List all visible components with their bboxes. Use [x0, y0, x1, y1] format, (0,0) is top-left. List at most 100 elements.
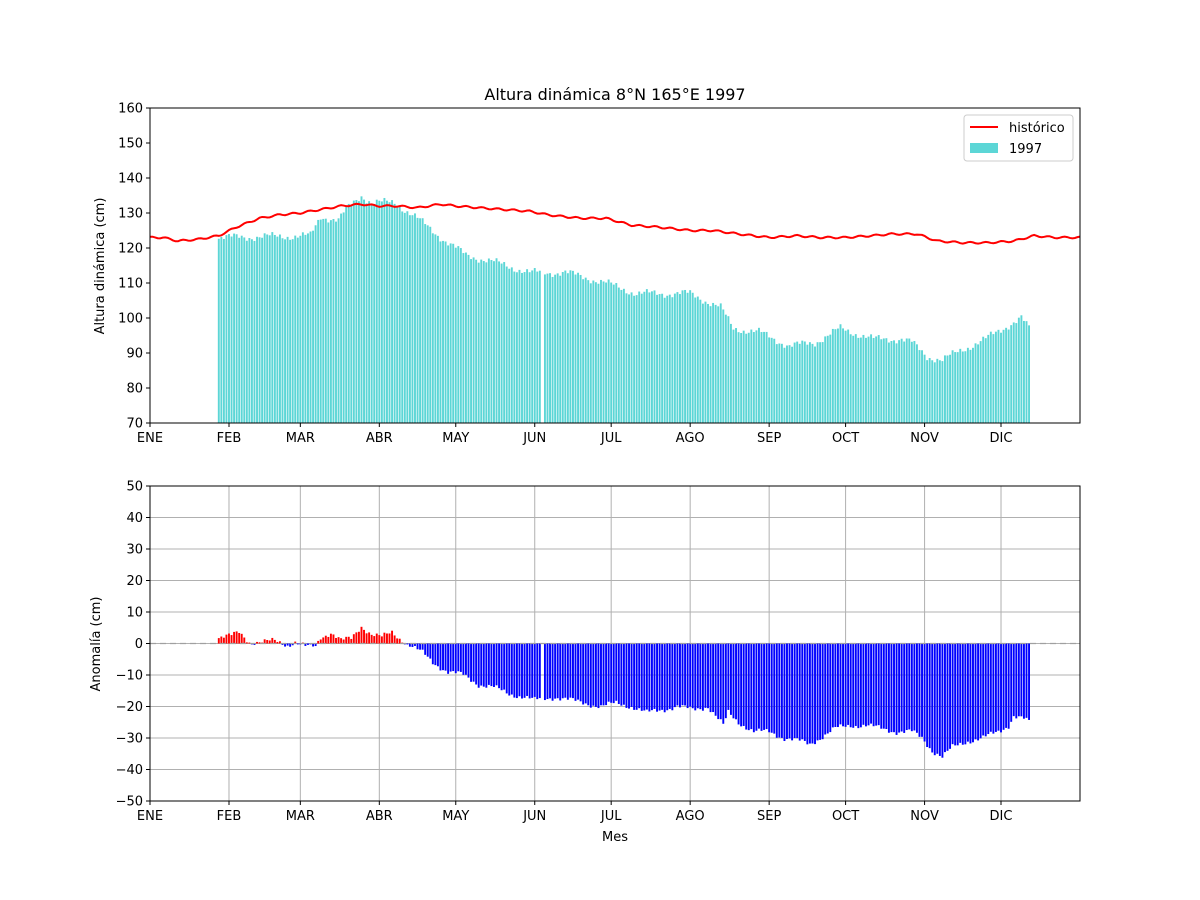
bar-day-153 [536, 271, 539, 423]
bar-day-140 [503, 262, 506, 423]
bar-day-306 [926, 643, 929, 747]
bar-day-31 [225, 235, 228, 423]
bar-day-286 [875, 643, 878, 726]
bar-day-315 [949, 354, 952, 423]
bar-day-89 [373, 204, 376, 423]
bar-day-165 [566, 273, 569, 423]
bar-day-120 [452, 643, 455, 672]
bar-day-205 [668, 294, 671, 423]
bar-day-295 [898, 643, 901, 733]
bar-day-110 [426, 225, 429, 423]
bar-day-80 [350, 205, 353, 423]
bar-day-186 [620, 643, 623, 706]
ytick-label: 0 [135, 637, 143, 652]
bar-day-331 [989, 643, 992, 732]
bar-day-145 [515, 272, 518, 423]
bar-day-250 [783, 643, 786, 742]
bar-day-71 [327, 636, 330, 644]
bar-day-81 [352, 634, 355, 644]
bar-day-125 [464, 252, 467, 423]
bar-day-157 [546, 273, 549, 423]
bar-day-169 [577, 272, 580, 423]
bar-day-236 [747, 332, 750, 423]
bar-day-206 [671, 297, 674, 423]
xtick-label: JUN [522, 431, 546, 446]
bar-day-78 [345, 636, 348, 644]
bar-day-32 [228, 234, 230, 423]
bar-day-134 [487, 643, 490, 685]
bar-day-334 [997, 643, 1000, 731]
bar-day-329 [984, 338, 987, 423]
bar-day-143 [510, 643, 513, 695]
bar-day-149 [526, 269, 529, 423]
bar-day-172 [584, 277, 587, 423]
bar-day-275 [847, 643, 850, 725]
bar-day-162 [559, 275, 562, 423]
bar-day-108 [421, 218, 424, 423]
bar-day-215 [694, 643, 697, 711]
bar-day-237 [750, 329, 753, 423]
bar-day-112 [431, 643, 434, 665]
bar-day-55 [286, 643, 289, 646]
bar-day-120 [452, 243, 455, 423]
ytick-label: 90 [126, 347, 143, 362]
bar-day-293 [893, 643, 895, 733]
bar-day-123 [459, 643, 462, 672]
bar-day-157 [546, 643, 549, 700]
bar-day-114 [436, 643, 439, 667]
bar-day-113 [434, 234, 437, 423]
bar-day-300 [910, 643, 913, 732]
bar-day-105 [414, 643, 416, 646]
bar-day-117 [444, 241, 447, 423]
bar-day-283 [867, 643, 870, 726]
bar-day-195 [643, 291, 646, 423]
bar-day-99 [398, 206, 401, 423]
bar-day-331 [989, 331, 992, 423]
bar-day-204 [666, 295, 669, 423]
bar-day-128 [472, 643, 475, 682]
bar-day-88 [370, 634, 373, 644]
bar-day-210 [681, 643, 684, 706]
bar-day-213 [689, 643, 692, 707]
bar-day-81 [352, 200, 355, 423]
bar-day-271 [836, 643, 839, 728]
bar-day-268 [829, 643, 832, 733]
bar-day-320 [961, 643, 964, 745]
bar-day-134 [487, 258, 490, 423]
bar-day-108 [421, 643, 424, 650]
axes-frame [149, 107, 1081, 424]
ytick-label: −40 [116, 763, 143, 778]
bar-day-276 [849, 334, 852, 423]
bar-day-288 [880, 643, 883, 729]
bar-day-280 [859, 643, 862, 728]
xtick-label: JUN [522, 809, 546, 824]
bar-day-66 [314, 643, 317, 647]
xtick-label: NOV [910, 809, 939, 824]
bar-day-262 [814, 643, 816, 745]
bar-day-38 [243, 637, 246, 644]
bar-day-285 [872, 643, 875, 727]
bar-day-254 [793, 643, 796, 739]
bar-day-217 [699, 643, 702, 710]
bar-day-94 [386, 200, 388, 423]
bar-day-132 [482, 261, 485, 423]
bar-day-97 [393, 635, 396, 644]
bar-day-66 [314, 225, 317, 423]
bar-day-332 [992, 643, 995, 734]
bar-day-211 [684, 643, 687, 706]
bar-day-236 [747, 643, 750, 731]
bar-day-30 [222, 238, 225, 423]
bar-day-316 [951, 643, 954, 745]
bar-day-232 [737, 643, 740, 725]
bar-day-180 [605, 643, 608, 706]
xtick-label: MAR [286, 809, 315, 824]
bar-day-199 [653, 643, 656, 709]
bar-day-182 [610, 282, 613, 423]
bar-day-319 [959, 348, 962, 423]
bar-day-280 [859, 337, 862, 423]
bar-day-116 [442, 643, 444, 671]
bar-day-124 [462, 253, 465, 423]
bar-day-50 [273, 639, 276, 644]
bar-day-292 [890, 341, 893, 423]
bar-day-169 [577, 643, 580, 700]
